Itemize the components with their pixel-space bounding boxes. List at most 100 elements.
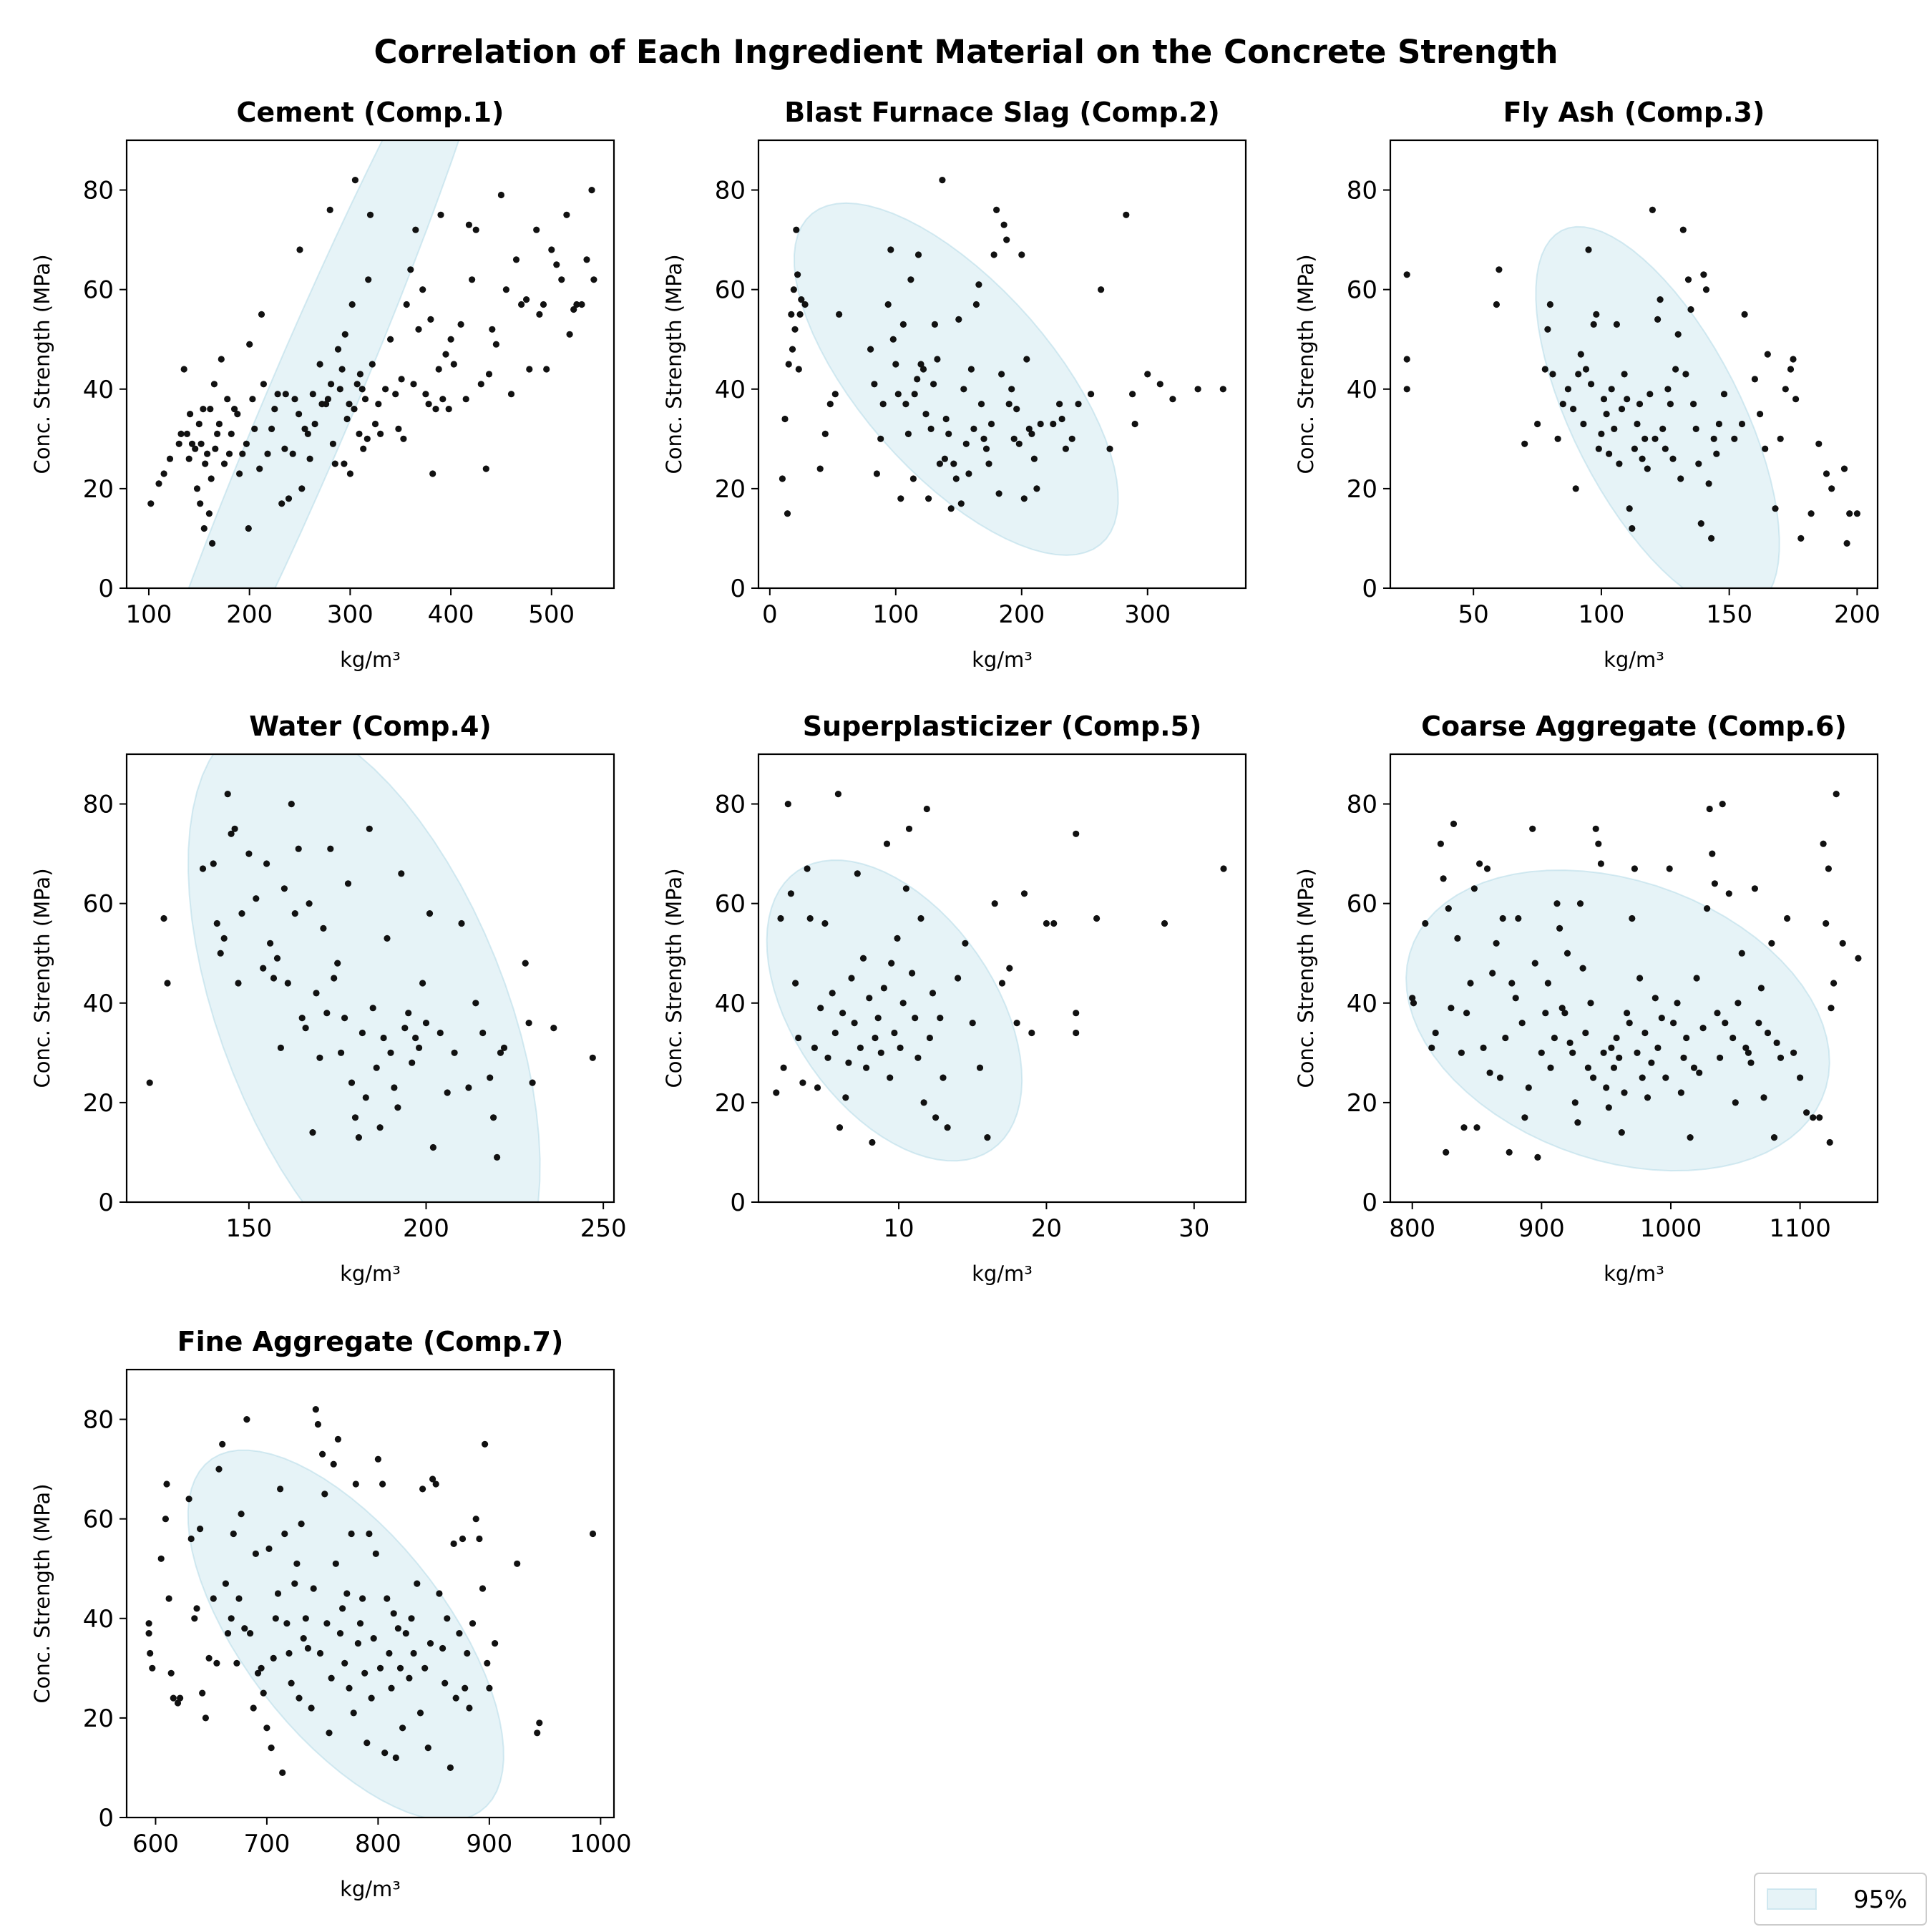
data-point <box>917 361 924 368</box>
data-point <box>319 1450 326 1458</box>
data-point <box>210 1595 217 1602</box>
data-point <box>484 1659 491 1667</box>
data-point <box>469 1620 477 1627</box>
data-point <box>353 381 361 388</box>
data-point <box>462 1684 469 1692</box>
data-point <box>1161 919 1169 927</box>
data-point <box>1592 825 1599 832</box>
data-point <box>298 485 306 492</box>
data-point <box>950 460 957 467</box>
data-point <box>806 914 814 922</box>
confidence-ellipse <box>187 1449 504 1818</box>
data-point <box>1025 425 1033 433</box>
data-point <box>1428 1044 1435 1051</box>
data-point <box>268 1745 275 1752</box>
data-point <box>1603 411 1610 418</box>
data-point <box>1008 386 1015 393</box>
data-point <box>863 1064 870 1071</box>
data-point <box>1828 485 1835 492</box>
data-point <box>897 495 904 502</box>
data-point <box>1757 985 1765 992</box>
y-tick-label: 0 <box>730 1189 746 1217</box>
data-point <box>222 1580 229 1587</box>
data-point <box>777 914 784 922</box>
data-point <box>1787 366 1795 373</box>
data-point <box>283 1620 291 1627</box>
data-point <box>1684 276 1692 283</box>
data-point <box>1828 1005 1835 1012</box>
data-point <box>904 430 912 438</box>
data-point <box>253 895 260 902</box>
subplot-5: 10 20 30 0 20 40 60 80 Superplasticizer (Comp.5)… <box>662 711 1247 1286</box>
y-tick-label: 60 <box>83 276 114 305</box>
data-point <box>1493 940 1500 947</box>
subplot-title: Coarse Aggregate (Comp.6) <box>1421 711 1847 742</box>
data-point <box>1709 850 1716 857</box>
data-point <box>1496 1074 1504 1081</box>
data-point <box>359 1595 366 1602</box>
data-point <box>952 475 960 482</box>
data-point <box>874 1015 882 1022</box>
data-point <box>1618 406 1626 413</box>
data-point <box>917 914 924 922</box>
data-point <box>1649 206 1656 213</box>
data-point <box>435 366 442 373</box>
data-point <box>1483 865 1491 872</box>
y-axis-label: Conc. Strength (MPa) <box>662 868 686 1088</box>
y-axis-label: Conc. Strength (MPa) <box>30 868 54 1088</box>
data-point <box>291 910 298 917</box>
y-tick-label: 20 <box>715 475 746 504</box>
data-point <box>780 1064 787 1071</box>
data-point <box>1561 1010 1568 1017</box>
data-point <box>1705 480 1712 487</box>
data-point <box>792 980 799 987</box>
data-point <box>1579 965 1586 972</box>
data-point <box>170 1694 177 1702</box>
axes-frame <box>125 753 615 1204</box>
data-point <box>1005 401 1013 408</box>
axes-frame <box>125 139 615 590</box>
data-point <box>923 805 930 813</box>
y-tick-label: 60 <box>83 890 114 919</box>
data-point <box>348 301 356 308</box>
x-axis-label: kg/m³ <box>1604 648 1664 672</box>
data-point <box>942 415 950 423</box>
data-point <box>489 326 496 333</box>
subplot-7: 600 700 800 900 1000 0 20 40 60 80 Fine Aggregate … <box>30 1326 632 1901</box>
data-point <box>1770 1134 1778 1141</box>
y-axis-label: Conc. Strength (MPa) <box>1294 254 1318 474</box>
data-point <box>816 465 824 472</box>
data-point <box>1631 445 1638 452</box>
confidence-ellipse <box>1405 869 1830 1172</box>
data-point <box>1839 940 1846 947</box>
data-point <box>1603 1084 1610 1091</box>
data-point <box>285 495 293 502</box>
data-point <box>877 435 884 442</box>
y-tick-label: 40 <box>715 376 746 404</box>
data-point <box>344 880 352 887</box>
data-point <box>407 266 414 273</box>
data-point <box>247 1630 254 1637</box>
data-point <box>365 276 372 283</box>
data-point <box>794 271 801 278</box>
data-point <box>1658 1015 1665 1022</box>
data-point <box>197 1526 204 1533</box>
data-point <box>341 1659 348 1667</box>
data-point <box>316 361 323 368</box>
data-point <box>998 371 1005 378</box>
data-point <box>394 1104 401 1111</box>
y-tick-label: 20 <box>83 475 114 504</box>
data-point <box>894 935 901 942</box>
x-axis-label: kg/m³ <box>340 1877 401 1901</box>
data-point <box>563 211 570 218</box>
data-point <box>1559 401 1566 408</box>
data-point <box>914 1054 922 1061</box>
data-point <box>1470 885 1478 892</box>
data-point <box>804 865 811 872</box>
data-point <box>421 1664 429 1672</box>
data-point <box>526 366 533 373</box>
data-point <box>372 1550 379 1557</box>
data-point <box>398 376 405 383</box>
data-point <box>252 1550 259 1557</box>
data-point <box>1792 396 1800 403</box>
